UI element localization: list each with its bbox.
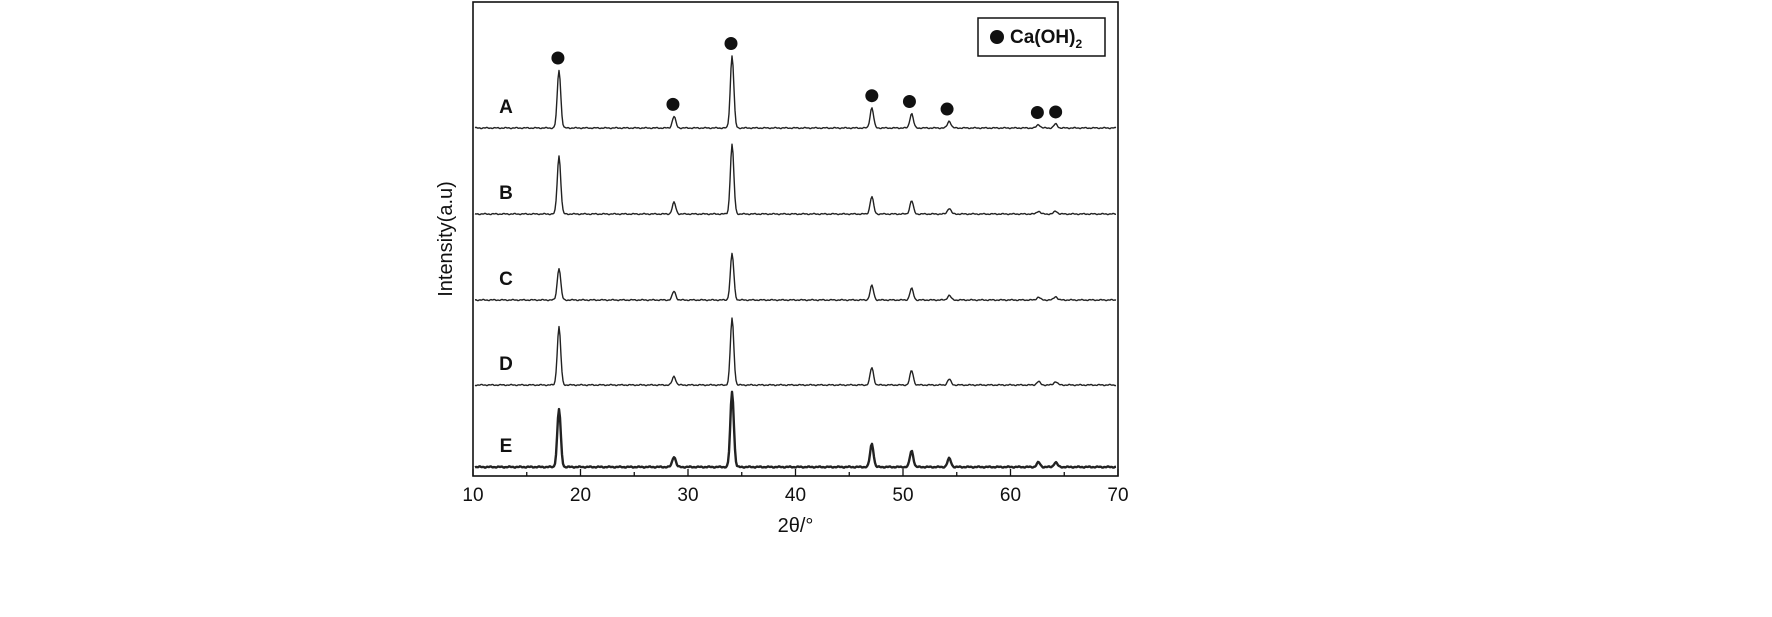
x-tick-label: 60 (1000, 485, 1021, 506)
series-traces (474, 55, 1117, 469)
peak-marker (1049, 105, 1063, 119)
x-axis: 10 20 30 40 50 60 70 (462, 469, 1129, 506)
legend-label-subscript: 2 (1075, 37, 1082, 51)
x-axis-label: 2θ/° (778, 515, 814, 537)
y-axis-label: Intensity(a.u) (435, 181, 457, 297)
series-trace-a (474, 55, 1117, 130)
peak-markers (551, 37, 1063, 120)
legend-label: Ca(OH)2 (1010, 27, 1082, 51)
series-label-b: B (499, 183, 513, 204)
series-label-c: C (499, 269, 513, 290)
peak-marker (551, 51, 565, 65)
peak-marker (902, 95, 916, 108)
peak-marker (666, 97, 680, 111)
peak-marker (1030, 106, 1044, 120)
series-trace-c (474, 252, 1117, 302)
series-trace-d (474, 317, 1117, 387)
series-label-d: D (499, 354, 513, 375)
x-tick-label: 30 (677, 485, 698, 506)
x-tick-label: 20 (570, 485, 591, 506)
plot-frame (472, 1, 1119, 477)
x-tick-label: 40 (785, 485, 806, 506)
peak-marker (940, 102, 954, 116)
series-label-e: E (500, 436, 513, 457)
series-trace-b (474, 143, 1117, 216)
legend-label-main: Ca(OH) (1010, 27, 1075, 48)
x-tick-label: 10 (462, 485, 483, 506)
series-label-a: A (499, 97, 513, 118)
legend: Ca(OH)2 (977, 17, 1106, 57)
series-labels: A B C D E (499, 97, 513, 457)
x-tick-label: 50 (892, 485, 913, 506)
peak-marker (724, 37, 738, 50)
peak-marker (865, 89, 879, 103)
series-trace-e (474, 390, 1117, 469)
x-tick-label: 70 (1107, 485, 1128, 506)
legend-marker (990, 30, 1004, 44)
